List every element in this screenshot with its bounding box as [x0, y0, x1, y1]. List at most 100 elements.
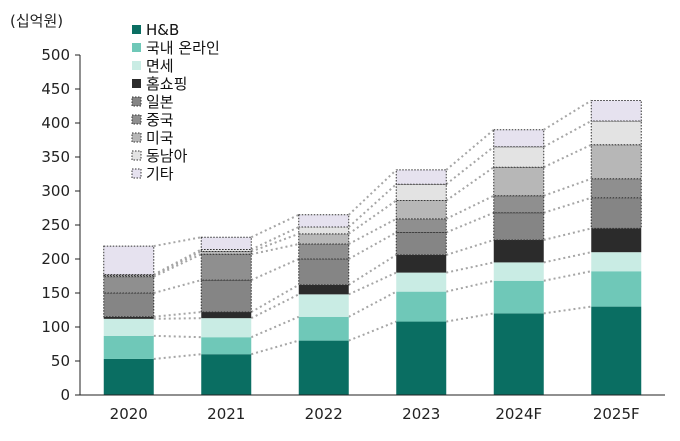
- bar-segment: [103, 335, 154, 359]
- y-tick-label: 450: [41, 80, 70, 98]
- connector-line: [543, 196, 592, 214]
- bar-segment: [590, 120, 642, 146]
- connector-line: [348, 320, 397, 342]
- bar-segment: [298, 340, 349, 395]
- bar-segment: [201, 354, 252, 395]
- bar-segment: [493, 146, 545, 168]
- legend-label: 홈쇼핑: [146, 75, 187, 93]
- connector-line: [543, 251, 592, 264]
- connector-line: [153, 248, 202, 276]
- bar-segment: [591, 271, 642, 307]
- connector-line: [153, 250, 202, 277]
- connector-line: [445, 211, 495, 234]
- bar-segment: [493, 212, 545, 241]
- connector-line: [446, 312, 494, 323]
- unit-label: (십억원): [10, 12, 63, 30]
- bar-segment: [396, 321, 447, 395]
- bar-segment: [298, 243, 350, 260]
- connector-line: [348, 183, 397, 228]
- connector-line: [543, 120, 592, 148]
- bar-segment: [591, 252, 642, 272]
- bar-segment: [493, 280, 544, 314]
- x-tick-label: 2021: [207, 405, 245, 423]
- connector-line: [445, 194, 495, 220]
- bar-segment: [200, 279, 252, 313]
- connector-line: [250, 213, 300, 239]
- bar-segment: [395, 218, 447, 233]
- legend-label: 동남아: [146, 147, 188, 165]
- legend-label: 일본: [146, 93, 174, 111]
- bar-segment: [591, 228, 642, 253]
- bar-segment: [395, 169, 447, 185]
- connector-line: [445, 146, 495, 185]
- legend-label: 중국: [146, 111, 174, 129]
- bar-segment: [103, 316, 154, 319]
- connector-line: [153, 317, 202, 320]
- bar-segment: [201, 337, 252, 355]
- legend-label: 면세: [146, 57, 174, 75]
- x-tick-label: 2024F: [495, 405, 542, 423]
- connector-line: [250, 293, 300, 320]
- bar-segment: [396, 254, 447, 273]
- bar-segment: [590, 197, 642, 229]
- bar-segment: [298, 316, 349, 341]
- bar-segment: [590, 144, 642, 180]
- bar-segment: [103, 358, 154, 395]
- bar-segment: [396, 291, 447, 322]
- connector-line: [543, 177, 592, 197]
- bar-segment: [395, 183, 447, 202]
- legend-swatch: [131, 114, 142, 125]
- connector-line: [348, 290, 397, 318]
- bar-segment: [298, 284, 349, 295]
- legend-swatch: [131, 168, 142, 179]
- connector-line: [543, 99, 592, 131]
- bar-segment: [298, 214, 350, 228]
- y-tick-label: 200: [41, 250, 70, 268]
- bar-segment: [493, 195, 545, 214]
- connector-line: [250, 258, 300, 281]
- y-tick-label: 500: [41, 46, 70, 64]
- bar-segment: [493, 239, 544, 263]
- bar-segment: [298, 294, 349, 317]
- bar-segment: [298, 226, 350, 235]
- bar-segment: [493, 262, 544, 281]
- y-tick-label: 250: [41, 216, 70, 234]
- connector-line: [445, 239, 495, 256]
- bar-segment: [590, 100, 642, 122]
- bar-segment: [395, 231, 447, 256]
- connector-line: [250, 232, 300, 253]
- connector-line: [153, 253, 202, 278]
- connector-lines: [153, 99, 592, 360]
- bar-segment: [103, 318, 154, 336]
- y-tick-label: 300: [41, 182, 70, 200]
- legend-swatch: [132, 43, 141, 52]
- connector-line: [446, 261, 494, 274]
- connector-line: [250, 339, 300, 356]
- connector-line: [250, 283, 300, 313]
- connector-line: [543, 227, 592, 241]
- bars: [103, 100, 642, 395]
- bar-segment: [298, 233, 350, 245]
- legend-swatch: [132, 79, 141, 88]
- connector-line: [543, 143, 592, 169]
- legend-swatch: [132, 61, 141, 70]
- connector-line: [348, 199, 397, 235]
- x-tick-label: 2022: [305, 405, 343, 423]
- bar-segment: [103, 245, 155, 276]
- bar-segment: [590, 178, 642, 199]
- bar-segment: [103, 276, 155, 294]
- bar-segment: [591, 306, 642, 395]
- connector-line: [348, 169, 397, 216]
- legend-label: 기타: [146, 165, 174, 183]
- connector-line: [153, 311, 202, 318]
- connector-line: [153, 279, 202, 294]
- bar-segment: [493, 129, 545, 148]
- connector-line: [251, 243, 299, 256]
- connector-line: [543, 270, 592, 282]
- connector-line: [445, 129, 495, 171]
- x-axis: 2020 2021 2022 2023 2024F 2025F: [80, 394, 665, 423]
- legend-swatch: [132, 25, 141, 34]
- y-tick-label: 150: [41, 284, 70, 302]
